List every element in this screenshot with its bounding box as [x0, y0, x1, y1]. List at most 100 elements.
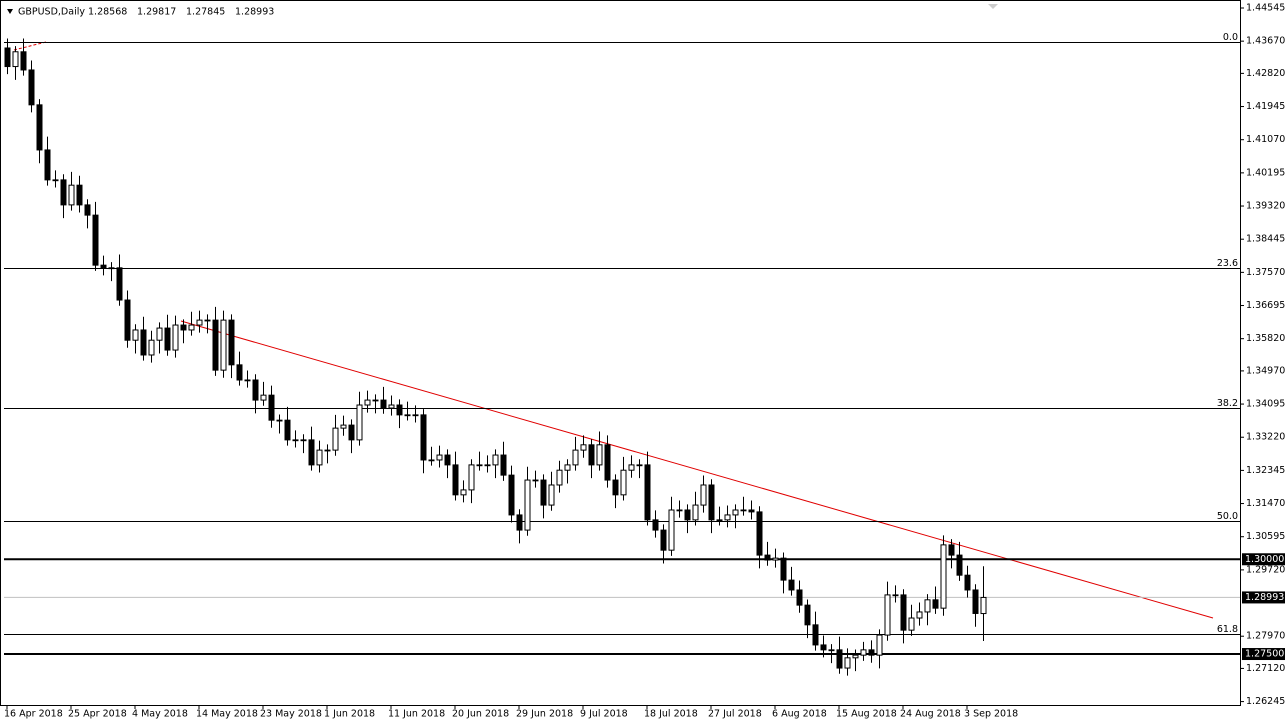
- y-tick-label: 1.35820: [1246, 333, 1285, 344]
- level-box: [1242, 553, 1285, 566]
- candle-body: [116, 267, 123, 301]
- candle-body: [772, 557, 779, 561]
- candle-body: [140, 329, 147, 356]
- level-label: 1.27500: [1245, 649, 1284, 660]
- x-tick-label: 25 Apr 2018: [68, 709, 127, 720]
- x-tick-label: 15 Aug 2018: [836, 709, 897, 720]
- candle-body: [204, 319, 211, 322]
- candle-body: [76, 184, 83, 206]
- y-tick-label: 1.34970: [1246, 365, 1285, 376]
- candle-body: [932, 599, 939, 609]
- candle-body: [924, 599, 931, 613]
- candle-body: [628, 464, 635, 471]
- y-tick-label: 1.37570: [1246, 267, 1285, 278]
- candle-body: [156, 327, 163, 341]
- plot-frame: [0, 0, 1241, 706]
- candle-body: [436, 454, 443, 461]
- candle-body: [84, 204, 91, 216]
- candle-body: [684, 509, 691, 521]
- x-tick-label: 27 Jul 2018: [708, 709, 762, 720]
- candle-body: [884, 594, 891, 636]
- candle-body: [580, 444, 587, 451]
- candle-body: [644, 464, 651, 521]
- candle-body: [324, 449, 331, 452]
- y-tick-label: 1.43670: [1246, 36, 1285, 47]
- fib-label: 38.2: [1217, 398, 1238, 409]
- candle-body: [284, 419, 291, 441]
- candle-body: [860, 649, 867, 656]
- candle-body: [596, 444, 603, 466]
- candle-body: [220, 319, 227, 371]
- candle-body: [396, 404, 403, 416]
- y-tick-label: 1.33220: [1246, 432, 1285, 443]
- candle-body: [788, 579, 795, 591]
- trend-line: [180, 320, 1214, 619]
- menu-arrow[interactable]: [7, 9, 13, 14]
- candle-body: [492, 454, 499, 466]
- candle-body: [244, 379, 251, 382]
- candle-body: [196, 319, 203, 326]
- candle-body: [308, 439, 315, 466]
- candle-body: [660, 529, 667, 551]
- candle-body: [780, 557, 787, 581]
- x-tick-label: 23 May 2018: [260, 709, 322, 720]
- candle-body: [20, 51, 27, 71]
- candle-body: [132, 329, 139, 341]
- candle-body: [804, 604, 811, 626]
- candle-body: [892, 594, 899, 597]
- candle-body: [60, 179, 67, 206]
- candle-body: [212, 319, 219, 371]
- candle-body: [796, 589, 803, 606]
- candle-body: [372, 399, 379, 402]
- candle-body: [676, 509, 683, 512]
- y-tick-label: 1.32345: [1246, 465, 1285, 476]
- candle-body: [4, 47, 11, 68]
- candle-body: [316, 449, 323, 466]
- candle-body: [28, 69, 35, 106]
- x-tick-label: 1 Jun 2018: [324, 709, 375, 720]
- candle-body: [940, 544, 947, 609]
- candle-body: [228, 319, 235, 366]
- candle-body: [948, 544, 955, 556]
- level-box: [1242, 648, 1285, 661]
- candle-body: [548, 484, 555, 506]
- x-tick-label: 24 Aug 2018: [900, 709, 961, 720]
- candle-body: [700, 484, 707, 506]
- candle-body: [164, 327, 171, 351]
- candle-body: [876, 634, 883, 656]
- fib-label: 0.0: [1223, 32, 1238, 43]
- x-tick-label: 18 Jul 2018: [644, 709, 698, 720]
- y-tick-label: 1.29720: [1246, 564, 1285, 575]
- candle-body: [556, 469, 563, 486]
- y-tick-label: 1.34095: [1246, 399, 1285, 410]
- candle-body: [52, 179, 59, 182]
- candle-body: [236, 364, 243, 381]
- candle-body: [468, 464, 475, 491]
- y-tick-label: 1.42820: [1246, 68, 1285, 79]
- candle-body: [68, 184, 75, 206]
- candle-body: [900, 594, 907, 631]
- fib-label: 23.6: [1217, 258, 1238, 269]
- candle-body: [524, 479, 531, 531]
- candle-body: [844, 657, 851, 669]
- y-tick-label: 1.27120: [1246, 663, 1285, 674]
- candle-body: [412, 414, 419, 417]
- header-value: 1.28568: [88, 7, 127, 18]
- candle-body: [980, 596, 987, 615]
- y-tick-label: 1.31470: [1246, 498, 1285, 509]
- candle-body: [44, 149, 51, 181]
- candle-body: [508, 474, 515, 516]
- candle-body: [532, 479, 539, 482]
- candle-body: [172, 324, 179, 351]
- x-tick-label: 3 Sep 2018: [964, 709, 1018, 720]
- fib-label: 61.8: [1217, 624, 1238, 635]
- candle-body: [828, 649, 835, 652]
- candle-body: [148, 339, 155, 356]
- candle-body: [540, 479, 547, 506]
- candle-body: [764, 554, 771, 561]
- header-value: 1.28993: [235, 7, 274, 18]
- candle-body: [124, 299, 131, 341]
- candle-body: [868, 649, 875, 656]
- candle-body: [588, 444, 595, 466]
- candle-body: [300, 439, 307, 442]
